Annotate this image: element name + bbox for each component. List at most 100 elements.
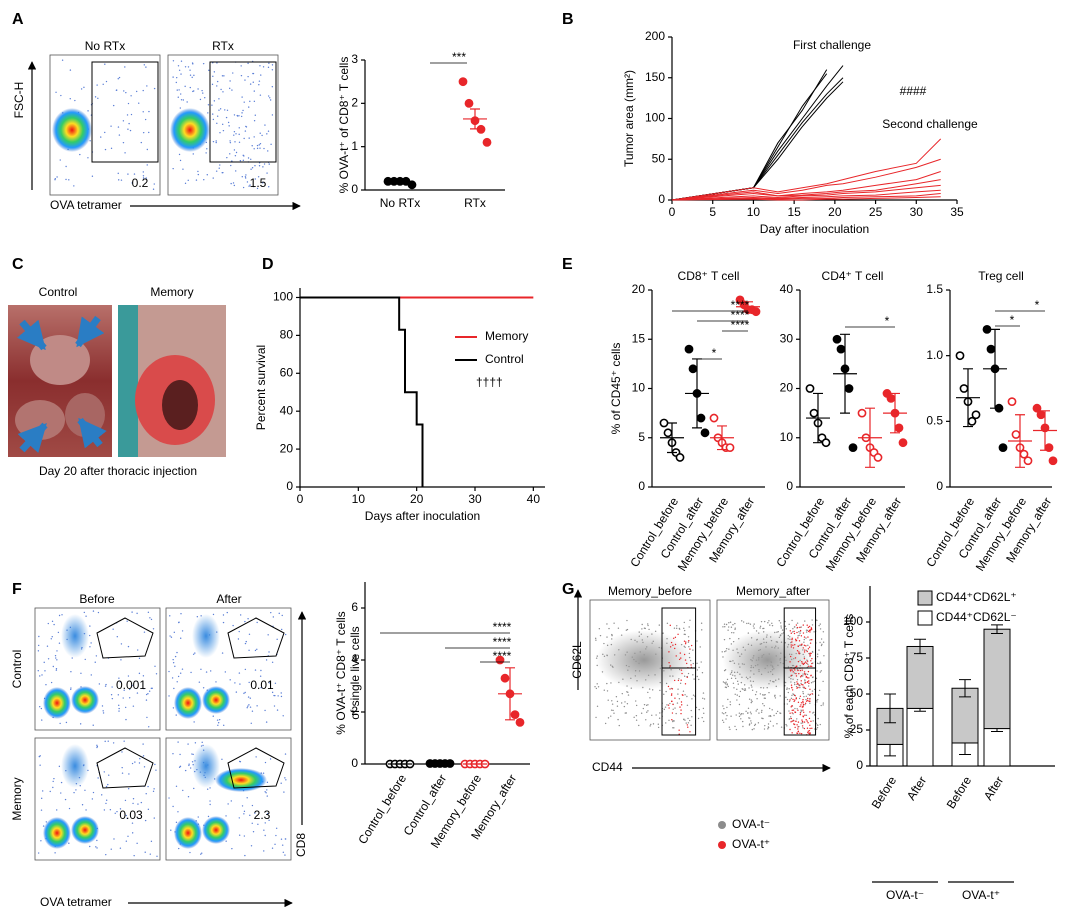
flow-event bbox=[47, 622, 49, 625]
error-bar bbox=[717, 425, 727, 451]
flow-event bbox=[184, 66, 187, 68]
flow-event bbox=[139, 757, 141, 760]
flow-event bbox=[647, 710, 649, 712]
y-tick-label: 0 bbox=[351, 756, 358, 770]
flow-event bbox=[274, 843, 276, 846]
flow-event bbox=[269, 99, 272, 101]
flow-event bbox=[794, 638, 797, 641]
flow-density bbox=[71, 686, 99, 714]
flow-event bbox=[816, 653, 819, 655]
flow-event bbox=[803, 711, 805, 714]
flow-event bbox=[145, 177, 147, 179]
flow-event bbox=[793, 694, 796, 697]
y-tick-label: 1.5 bbox=[926, 282, 943, 296]
flow-event bbox=[677, 633, 679, 636]
flow-event bbox=[811, 690, 814, 692]
flow-event bbox=[248, 681, 250, 684]
flow-event bbox=[84, 658, 86, 661]
flow-event bbox=[749, 623, 752, 625]
flow-event bbox=[256, 705, 258, 707]
flow-event bbox=[796, 631, 798, 634]
flow-event bbox=[169, 615, 171, 617]
flow-event bbox=[149, 617, 151, 619]
flow-event bbox=[724, 712, 727, 714]
flow-event bbox=[125, 91, 127, 94]
flow-event bbox=[624, 701, 626, 703]
flow-event bbox=[760, 620, 763, 623]
flow-event bbox=[172, 662, 175, 664]
flow-event bbox=[269, 97, 271, 99]
flow-event bbox=[102, 83, 104, 86]
flow-event bbox=[249, 184, 251, 186]
flow-event bbox=[127, 128, 129, 130]
flow-event bbox=[233, 149, 236, 151]
flow-event bbox=[80, 672, 82, 674]
flow-event bbox=[760, 711, 763, 713]
flow-event bbox=[244, 668, 247, 671]
flow-event bbox=[142, 755, 145, 757]
flow-event bbox=[799, 713, 802, 716]
flow-event bbox=[179, 93, 182, 95]
flow-event bbox=[92, 610, 95, 612]
flow-event bbox=[224, 109, 226, 111]
x-tick-label: Control_before bbox=[355, 772, 409, 847]
flow-event bbox=[658, 717, 661, 719]
flow-event bbox=[790, 697, 793, 700]
flow-event bbox=[137, 649, 139, 651]
flow-event bbox=[52, 665, 55, 668]
flow-event bbox=[89, 625, 91, 627]
flow-event bbox=[228, 125, 230, 127]
flow-event bbox=[610, 682, 612, 684]
flow-event bbox=[274, 694, 276, 697]
flow-event bbox=[689, 619, 691, 621]
flow-event bbox=[683, 629, 686, 632]
flow-event bbox=[800, 644, 802, 646]
y-tick-label: 150 bbox=[645, 70, 665, 84]
flow-event bbox=[96, 839, 98, 842]
flow-event bbox=[818, 624, 820, 627]
data-point bbox=[1032, 403, 1042, 413]
flow-title: RTx bbox=[212, 39, 234, 53]
flow-event bbox=[116, 810, 118, 813]
flow-event bbox=[142, 89, 144, 92]
flow-event bbox=[248, 137, 250, 139]
flow-event bbox=[792, 627, 794, 630]
flow-event bbox=[808, 729, 811, 732]
flow-event bbox=[808, 646, 811, 648]
flow-event bbox=[691, 698, 693, 700]
flow-event bbox=[73, 791, 75, 794]
flow-event bbox=[788, 700, 791, 703]
flow-event bbox=[193, 787, 195, 790]
flow-event bbox=[723, 669, 726, 672]
flow-event bbox=[674, 643, 677, 646]
data-point bbox=[998, 443, 1008, 452]
flow-event bbox=[235, 170, 237, 172]
flow-event bbox=[745, 710, 747, 713]
flow-event bbox=[790, 684, 793, 686]
flow-event bbox=[59, 722, 61, 725]
flow-event bbox=[194, 652, 196, 654]
flow-event bbox=[235, 691, 238, 693]
flow-event bbox=[255, 756, 257, 758]
flow-event bbox=[247, 157, 250, 159]
flow-event bbox=[211, 83, 214, 86]
flow-event bbox=[155, 673, 158, 675]
flow-event bbox=[794, 643, 796, 646]
flow-event bbox=[673, 627, 676, 629]
flow-event bbox=[771, 622, 773, 624]
flow-event bbox=[251, 145, 253, 147]
significance-label: **** bbox=[731, 318, 750, 332]
flow-event bbox=[53, 777, 55, 780]
flow-event bbox=[809, 642, 812, 644]
flow-event bbox=[69, 97, 71, 100]
flow-event bbox=[146, 716, 148, 719]
flow-event bbox=[822, 641, 825, 643]
x-tick-label: 35 bbox=[950, 205, 964, 219]
flow-event bbox=[172, 753, 174, 755]
flow-event bbox=[804, 673, 806, 675]
flow-event bbox=[284, 838, 287, 840]
flow-event bbox=[811, 658, 813, 660]
flow-event bbox=[751, 700, 753, 703]
flow-event bbox=[247, 62, 249, 65]
flow-event bbox=[51, 636, 53, 638]
